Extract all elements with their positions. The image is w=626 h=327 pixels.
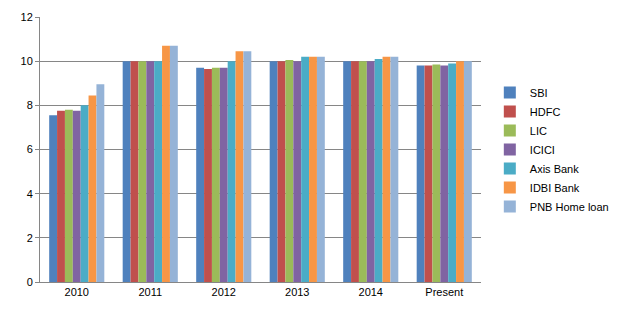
svg-text:IDBI Bank: IDBI Bank bbox=[530, 182, 580, 194]
svg-text:12: 12 bbox=[21, 11, 33, 23]
svg-text:Axis Bank: Axis Bank bbox=[530, 163, 579, 175]
svg-text:SBI: SBI bbox=[530, 87, 548, 99]
svg-text:10: 10 bbox=[21, 55, 33, 67]
svg-text:2011: 2011 bbox=[138, 286, 162, 298]
svg-text:4: 4 bbox=[27, 188, 33, 200]
svg-text:2013: 2013 bbox=[285, 286, 309, 298]
svg-text:Present: Present bbox=[425, 286, 463, 298]
svg-text:0: 0 bbox=[27, 276, 33, 288]
svg-text:6: 6 bbox=[27, 143, 33, 155]
svg-text:2010: 2010 bbox=[65, 286, 89, 298]
svg-text:2014: 2014 bbox=[359, 286, 383, 298]
svg-text:2012: 2012 bbox=[212, 286, 236, 298]
svg-text:8: 8 bbox=[27, 99, 33, 111]
svg-text:PNB Home loan: PNB Home loan bbox=[530, 201, 609, 213]
svg-text:2: 2 bbox=[27, 232, 33, 244]
svg-text:LIC: LIC bbox=[530, 125, 547, 137]
svg-text:ICICI: ICICI bbox=[530, 144, 555, 156]
svg-text:HDFC: HDFC bbox=[530, 106, 561, 118]
